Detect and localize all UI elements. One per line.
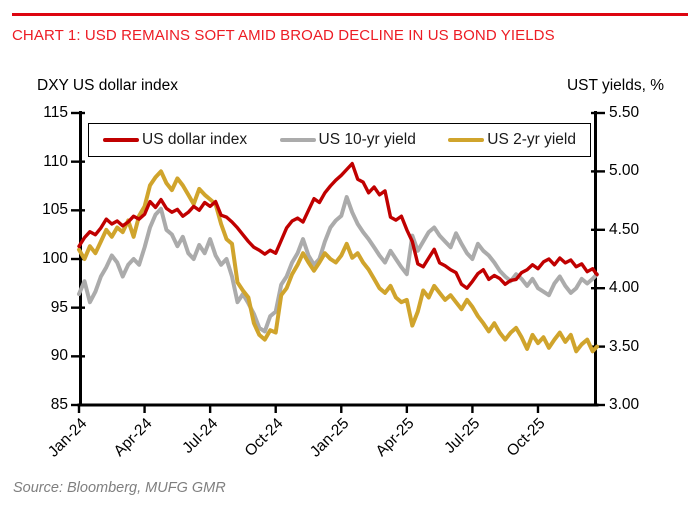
legend-label-us-10yr-yield: US 10-yr yield (318, 131, 416, 148)
left-axis-tick-label: 95 (50, 298, 68, 316)
chart-title: CHART 1: USD REMAINS SOFT AMID BROAD DEC… (12, 27, 555, 44)
right-axis-tick-label: 5.50 (609, 104, 640, 121)
us-dollar-index-swatch (103, 137, 139, 143)
us-2yr-yield-line (77, 169, 599, 354)
us-10yr-yield-swatch (279, 137, 316, 143)
right-axis-tick-label: 4.50 (609, 220, 640, 238)
left-axis-tick-label: 115 (43, 104, 68, 121)
left-axis-tick-label: 90 (50, 347, 68, 365)
left-axis-tick-label: 100 (42, 250, 68, 267)
us-2yr-yield-swatch (448, 137, 485, 143)
us-10yr-yield-line (77, 195, 599, 334)
legend-label-us-dollar-index: US dollar index (142, 131, 248, 148)
right-axis-tick-label: 4.00 (609, 279, 640, 297)
top-rule (12, 13, 688, 16)
left-axis-tick-label: 110 (43, 152, 68, 170)
right-axis-title: UST yields, % (566, 77, 664, 94)
right-axis-tick-label: 5.00 (609, 162, 640, 180)
legend-label-us-2yr-yield: US 2-yr yield (487, 131, 576, 148)
us-dollar-index-line (77, 161, 599, 290)
left-axis-title: DXY US dollar index (37, 77, 179, 94)
left-axis-tick-label: 105 (42, 201, 68, 219)
right-axis-tick-label: 3.00 (609, 396, 640, 413)
source-attribution: Source: Bloomberg, MUFG GMR (13, 480, 226, 496)
right-axis-tick-label: 3.50 (609, 337, 640, 355)
left-axis-tick-label: 85 (50, 396, 68, 413)
legend-item-us-2yr-yield: US 2-yr yield (448, 131, 576, 149)
chart-legend: US dollar index US 10-yr yield US 2-yr y… (88, 123, 591, 157)
legend-item-us-dollar-index: US dollar index (103, 131, 247, 149)
legend-item-us-10yr-yield: US 10-yr yield (279, 131, 416, 149)
